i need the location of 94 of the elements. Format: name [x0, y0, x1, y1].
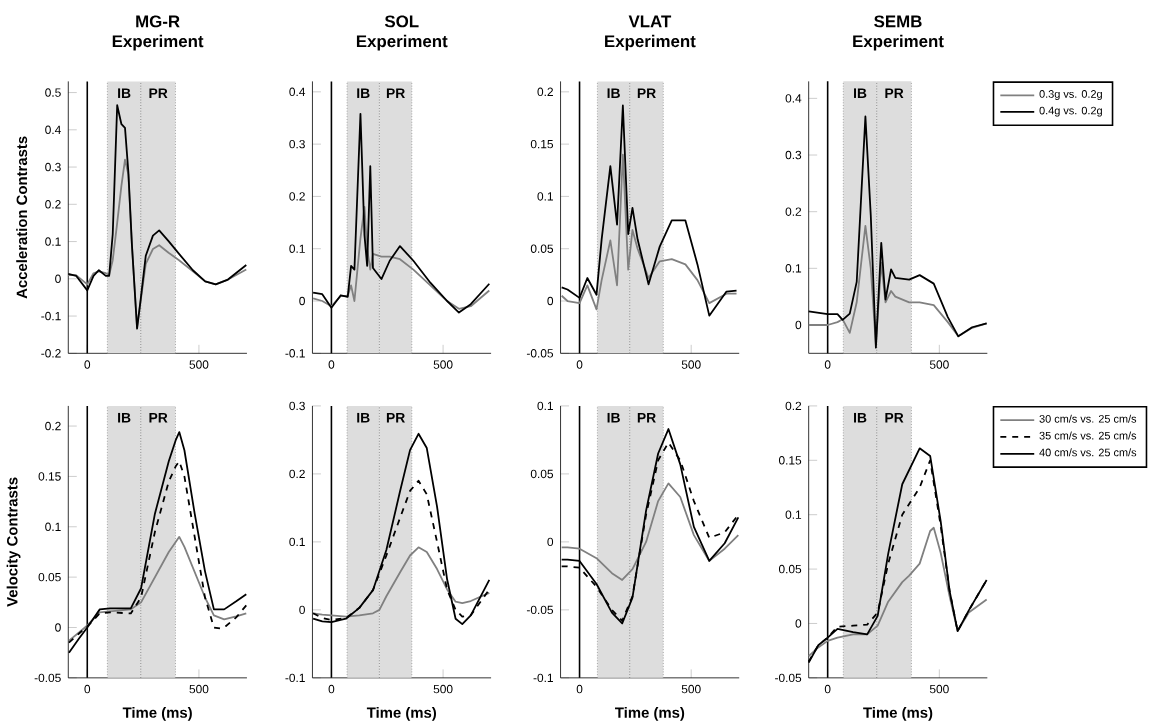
chart-title: SEMB Experiment: [853, 15, 944, 51]
y-tick-label: 0.4: [785, 93, 802, 103]
x-axis-title: Time (ms): [122, 706, 192, 721]
y-tick-label: 0.4: [289, 87, 306, 96]
y-tick-label: 0.2: [785, 401, 802, 410]
x-axis-title: Time (ms): [615, 706, 685, 721]
band-label: PR: [149, 412, 168, 423]
x-tick-label: 500: [681, 684, 701, 694]
y-tick-label: 0.1: [45, 522, 61, 531]
y-tick-label: 0.05: [38, 572, 61, 582]
chart-title: VLAT Experiment: [605, 15, 696, 51]
y-tick-label: -0.1: [41, 311, 61, 321]
y-tick-label: 0.2: [537, 87, 553, 96]
chart-title: MG-R Experiment: [112, 15, 204, 51]
x-tick-label: 0: [576, 684, 583, 694]
y-tick-label: 0.1: [537, 401, 553, 410]
y-tick-label: 0.1: [537, 192, 553, 201]
band-label: PR: [637, 412, 656, 423]
y-tick-label: 0: [547, 296, 554, 306]
band-label: PR: [386, 88, 405, 98]
y-tick-label: 0.1: [289, 537, 305, 546]
x-tick-label: 500: [681, 360, 701, 369]
y-tick-label: 0.15: [38, 472, 61, 481]
band-label: PR: [885, 412, 904, 423]
x-tick-label: 0: [824, 684, 831, 694]
x-tick-label: 500: [189, 360, 209, 369]
y-tick-label: 0.1: [785, 510, 802, 519]
band-label: IB: [357, 412, 370, 423]
x-axis-title: Time (ms): [863, 706, 933, 721]
y-tick-label: 0.2: [45, 199, 61, 209]
y-tick-label: 0.05: [530, 244, 554, 253]
legend-label: 0.4g vs. 0.2g: [1039, 106, 1102, 117]
band-label: IB: [854, 412, 867, 423]
y-tick-label: 0.2: [45, 421, 61, 431]
y-tick-label: 0.05: [778, 564, 802, 574]
band-label: IB: [118, 88, 131, 98]
y-tick-label: -0.1: [533, 673, 553, 682]
y-tick-label: -0.1: [285, 348, 305, 358]
x-tick-label: 0: [328, 684, 335, 694]
y-tick-label: 0: [547, 537, 554, 546]
x-tick-label: 500: [433, 360, 453, 369]
y-axis-title: Acceleration Contrasts: [16, 136, 28, 299]
y-tick-label: 0.4: [45, 125, 61, 134]
y-tick-label: 0.1: [785, 263, 802, 273]
y-tick-label: -0.05: [775, 673, 802, 682]
y-tick-label: 0.1: [289, 244, 305, 253]
x-tick-label: 0: [84, 360, 91, 369]
band-label: IB: [357, 88, 370, 98]
y-tick-label: 0.2: [289, 192, 305, 201]
y-tick-label: 0: [299, 296, 305, 306]
band-label: PR: [149, 88, 168, 98]
y-tick-label: -0.05: [526, 348, 554, 358]
y-tick-label: 0.3: [785, 150, 802, 160]
y-tick-label: 0.2: [289, 469, 305, 478]
band-label: IB: [854, 88, 867, 98]
y-tick-label: 0: [55, 623, 61, 632]
y-tick-label: 0.3: [289, 401, 305, 410]
legend-label: 30 cm/s vs. 25 cm/s: [1039, 414, 1137, 423]
x-tick-label: 0: [576, 360, 583, 369]
band-label: IB: [607, 88, 620, 98]
y-axis-title: Velocity Contrasts: [6, 477, 21, 607]
x-tick-label: 500: [929, 684, 949, 694]
y-tick-label: 0.3: [289, 139, 305, 149]
x-tick-label: 500: [929, 360, 949, 369]
x-tick-label: 0: [328, 360, 335, 369]
x-axis-title: Time (ms): [366, 706, 437, 721]
band-label: IB: [607, 412, 620, 423]
legend-label: 35 cm/s vs. 25 cm/s: [1039, 431, 1137, 440]
x-tick-label: 500: [433, 684, 453, 694]
y-tick-label: 0.2: [785, 207, 802, 216]
y-tick-label: 0.15: [778, 455, 802, 465]
chart-title: SOL Experiment: [356, 15, 448, 51]
x-tick-label: 0: [824, 360, 831, 369]
x-tick-label: 0: [84, 684, 91, 694]
y-tick-label: -0.05: [526, 605, 554, 614]
band-label: PR: [637, 88, 656, 98]
y-tick-label: 0: [795, 619, 802, 628]
y-tick-label: 0: [299, 605, 305, 614]
y-tick-label: 0: [55, 274, 61, 283]
y-tick-label: 0: [795, 320, 802, 330]
y-tick-label: -0.1: [285, 673, 305, 682]
y-tick-label: -0.2: [41, 348, 61, 358]
band-label: IB: [118, 412, 131, 423]
y-tick-label: 0.05: [530, 469, 554, 478]
y-tick-label: 0.3: [45, 162, 61, 172]
band-label: PR: [885, 88, 904, 98]
band-label: PR: [386, 412, 405, 423]
y-tick-label: 0.15: [530, 139, 554, 149]
y-tick-label: 0.1: [45, 237, 61, 246]
legend-label: 40 cm/s vs. 25 cm/s: [1039, 448, 1137, 457]
y-tick-label: 0.5: [45, 88, 61, 97]
legend-label: 0.3g vs. 0.2g: [1039, 89, 1102, 100]
x-tick-label: 500: [189, 684, 209, 694]
y-tick-label: -0.05: [34, 673, 61, 682]
